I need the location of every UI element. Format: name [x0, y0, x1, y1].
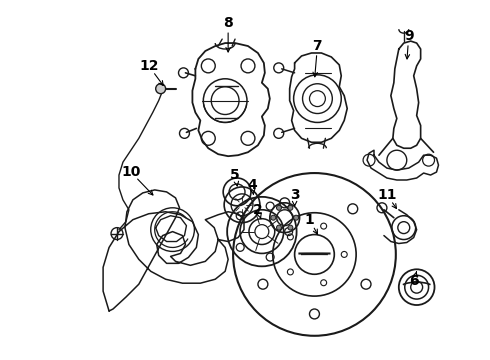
Text: 6: 6 — [409, 274, 418, 288]
Circle shape — [294, 215, 298, 220]
Text: 2: 2 — [253, 203, 263, 217]
Text: 12: 12 — [139, 59, 158, 73]
Circle shape — [288, 205, 293, 210]
Text: 4: 4 — [247, 178, 257, 192]
Circle shape — [276, 205, 281, 210]
Circle shape — [156, 84, 166, 94]
Text: 9: 9 — [404, 29, 414, 43]
Text: 5: 5 — [230, 168, 240, 182]
Circle shape — [271, 215, 276, 220]
Text: 11: 11 — [377, 188, 396, 202]
Text: 7: 7 — [313, 39, 322, 53]
Circle shape — [288, 225, 293, 230]
Text: 10: 10 — [121, 165, 141, 179]
Text: 8: 8 — [223, 16, 233, 30]
Text: 3: 3 — [290, 188, 299, 202]
Text: 1: 1 — [305, 213, 315, 227]
Circle shape — [276, 225, 281, 230]
